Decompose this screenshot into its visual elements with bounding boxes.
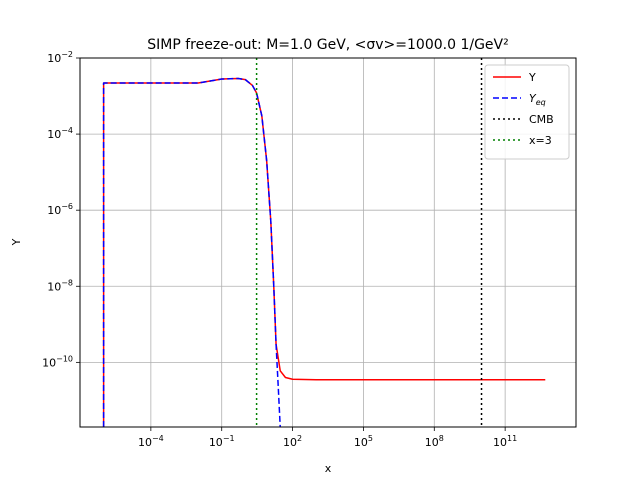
y-tick-label: 10−2 <box>47 50 73 65</box>
legend-label: CMB <box>529 113 554 126</box>
x-tick-label: 102 <box>283 434 302 449</box>
legend-box <box>484 64 570 160</box>
y-tick-label: 10−4 <box>47 126 73 141</box>
series-group <box>102 58 546 427</box>
legend-label: Y <box>528 71 536 84</box>
y-tick-label: 10−8 <box>47 278 73 293</box>
legend-label: x=3 <box>529 134 552 147</box>
x-tick-label: 10−1 <box>209 434 235 449</box>
x-tick-label: 10−4 <box>138 434 164 449</box>
chart-title: SIMP freeze-out: M=1.0 GeV, <σv>=1000.0 … <box>147 37 508 53</box>
series-line-y <box>102 77 546 427</box>
x-tick-label: 1011 <box>493 434 517 449</box>
axis-ticks: 10−4 10−1 102 105 108 1011 10−2 10−4 10−6 10−8 10−… <box>42 50 517 449</box>
y-axis-label: Y <box>10 238 23 246</box>
plot-frame <box>79 57 577 428</box>
x-axis-label: x <box>325 462 332 475</box>
plot-area <box>102 58 546 427</box>
x-tick-label: 105 <box>354 434 373 449</box>
y-tick-label: 10−10 <box>42 354 73 369</box>
series-line-y-eq <box>102 77 281 427</box>
y-tick-label: 10−6 <box>47 202 73 217</box>
legend: Y Yeq CMB x=3 <box>484 64 570 160</box>
legend-label: Yeq <box>529 92 546 107</box>
x-tick-label: 108 <box>425 434 444 449</box>
